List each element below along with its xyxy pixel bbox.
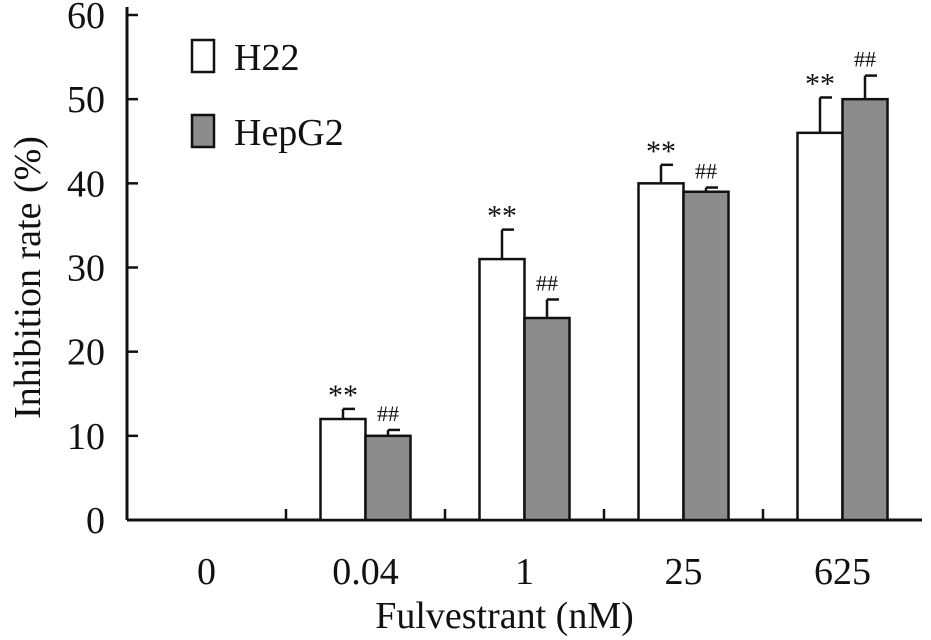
y-tick-label: 50 [67, 79, 105, 121]
legend-swatch [190, 113, 216, 149]
legend-label: HepG2 [234, 112, 344, 154]
y-tick-label: 20 [67, 332, 105, 374]
legend: H22 HepG2 [190, 37, 344, 154]
y-tick-label: 0 [86, 500, 105, 542]
x-ticks: 0 0.04 1 25 625 [197, 509, 871, 593]
legend-label: H22 [234, 37, 299, 79]
x-axis-title: Fulvestrant (nM) [375, 595, 634, 637]
significance-star-label: ** [487, 200, 517, 233]
bar [478, 257, 526, 522]
y-tick-label: 30 [67, 248, 105, 290]
significance-star-label: ** [646, 135, 676, 168]
bar [523, 316, 571, 522]
legend-swatch [190, 38, 216, 74]
bar [637, 182, 685, 522]
x-tick-label: 25 [665, 551, 703, 593]
significance-hash-label: ## [536, 270, 558, 295]
x-tick-label: 0 [197, 551, 216, 593]
bar [841, 97, 889, 522]
significance-hash-label: ## [854, 47, 876, 72]
x-tick-label: 0.04 [332, 551, 399, 593]
significance-hash-label: ## [377, 401, 399, 426]
y-tick-label: 60 [67, 0, 105, 37]
bar [682, 190, 730, 522]
significance-annotations: ** ** ** ** ## ## ## ## [328, 47, 876, 426]
bar [796, 131, 844, 522]
bar [319, 417, 367, 522]
x-tick-label: 1 [515, 551, 534, 593]
significance-star-label: ** [805, 67, 835, 100]
x-tick-label: 625 [814, 551, 871, 593]
y-axis-title: Inhibition rate (%) [7, 136, 49, 419]
bar [364, 434, 412, 522]
y-ticks: 0 10 20 30 40 50 60 [67, 0, 138, 542]
significance-hash-label: ## [695, 159, 717, 184]
bars [319, 74, 889, 522]
significance-star-label: ** [328, 379, 358, 412]
y-tick-label: 10 [67, 416, 105, 458]
y-tick-label: 40 [67, 163, 105, 205]
